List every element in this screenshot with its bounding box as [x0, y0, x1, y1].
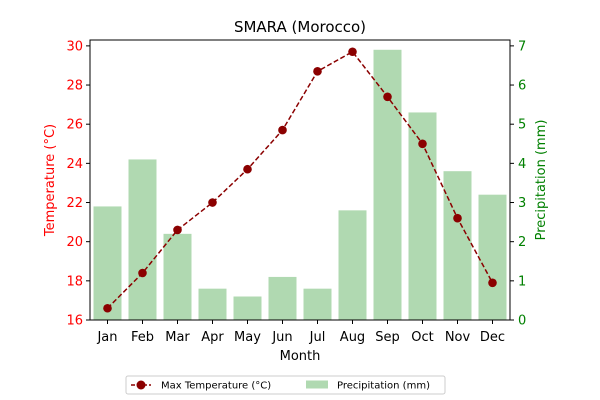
temperature-point	[208, 198, 217, 207]
temperature-point	[103, 303, 112, 313]
left-y-tick-label: 18	[66, 274, 83, 289]
left-y-tick-label: 26	[66, 118, 83, 133]
legend-line-marker	[136, 380, 146, 390]
temperature-point	[348, 47, 357, 57]
x-tick-label: Jan	[96, 330, 117, 345]
legend-label-precipitation: Precipitation (mm)	[337, 381, 430, 392]
right-y-tick-label: 0	[518, 314, 526, 329]
left-y-tick-label: 20	[66, 235, 83, 250]
legend: Max Temperature (°C) Precipitation (mm)	[125, 375, 446, 395]
temperature-point	[313, 67, 322, 76]
precipitation-bar	[198, 288, 227, 320]
legend-frame	[125, 375, 446, 395]
temperature-point	[418, 139, 427, 149]
temperature-point	[243, 164, 252, 174]
x-tick-label: May	[234, 330, 261, 345]
x-tick-label: Oct	[411, 330, 433, 345]
right-y-tick-label: 7	[518, 39, 526, 54]
right-y-tick-label: 4	[518, 157, 526, 172]
chart-title: SMARA (Morocco)	[234, 18, 366, 36]
precipitation-bar	[233, 296, 262, 320]
precipitation-bar	[338, 210, 367, 320]
legend-label-temperature: Max Temperature (°C)	[161, 381, 271, 392]
right-y-axis-label: Precipitation (mm)	[534, 120, 549, 241]
left-y-tick-label: 24	[66, 157, 83, 172]
right-y-tick-label: 2	[518, 235, 526, 250]
x-tick-label: Jul	[309, 330, 326, 345]
right-y-tick-label: 1	[518, 274, 526, 289]
precipitation-bar	[443, 171, 472, 320]
left-y-tick-label: 30	[66, 39, 83, 54]
right-y-tick-label: 3	[518, 196, 526, 211]
temperature-point	[383, 92, 392, 102]
x-tick-label: Jun	[271, 330, 292, 345]
precipitation-bar	[303, 288, 332, 320]
precipitation-bar	[478, 194, 507, 320]
precipitation-bar	[128, 159, 157, 320]
x-tick-label: Feb	[131, 330, 154, 345]
temperature-point	[488, 278, 497, 288]
temperature-point	[138, 268, 147, 278]
x-tick-label: Aug	[340, 330, 365, 345]
left-y-tick-label: 28	[66, 79, 83, 94]
precipitation-bar	[268, 276, 297, 320]
temperature-point	[453, 213, 462, 223]
legend-bar-swatch	[306, 380, 328, 389]
precipitation-bar	[93, 206, 122, 320]
x-axis-label: Month	[280, 349, 321, 364]
right-y-tick-label: 6	[518, 79, 526, 94]
precipitation-bar	[373, 49, 402, 320]
right-y-tick-label: 5	[518, 118, 526, 133]
x-tick-label: Nov	[445, 330, 471, 345]
temperature-point	[278, 125, 287, 135]
precipitation-bar	[163, 233, 192, 320]
left-y-axis-label: Temperature (°C)	[43, 124, 58, 237]
x-tick-label: Dec	[480, 330, 505, 345]
x-tick-label: Apr	[201, 330, 224, 345]
temperature-line	[106, 50, 494, 309]
x-tick-label: Mar	[165, 330, 190, 345]
left-y-tick-label: 16	[66, 314, 83, 329]
x-tick-label: Sep	[375, 330, 400, 345]
temperature-point	[173, 225, 182, 235]
left-y-tick-label: 22	[66, 196, 83, 211]
plot-frame	[89, 39, 511, 321]
